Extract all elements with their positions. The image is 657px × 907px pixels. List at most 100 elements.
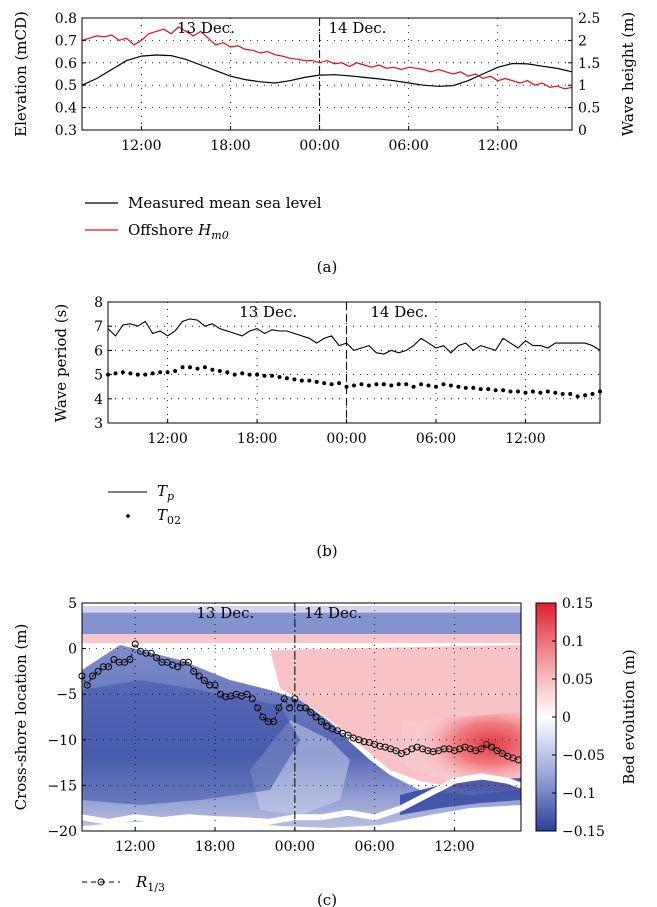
t02-point xyxy=(456,384,461,389)
field-offshore-blue xyxy=(400,778,521,815)
r13-point xyxy=(211,681,219,689)
panel-c-xtick-label: 18:00 xyxy=(195,839,235,855)
r13-point xyxy=(174,663,182,671)
colorbar-label: Bed evolution (m) xyxy=(620,649,638,784)
r13-point xyxy=(110,656,118,663)
panel-c-ytick-label: −15 xyxy=(47,778,77,794)
t02-point xyxy=(493,388,498,393)
r13-point xyxy=(307,708,315,716)
r13-point xyxy=(121,658,129,666)
panel-a-ytick-label: 0.4 xyxy=(55,101,77,117)
t02-point xyxy=(411,384,416,389)
panel-a: 0.8 0.7 0.6 0.5 0.4 0.3 2.5 2 1.5 1 0.5 0 12:00 18:… xyxy=(12,11,637,276)
panel-c-ytick-label: −10 xyxy=(47,733,77,749)
t02-point xyxy=(396,382,401,387)
colorbar-tick-label: −0.1 xyxy=(562,786,596,802)
panel-a-y2tick-label: 2.5 xyxy=(578,11,600,27)
r13-point xyxy=(222,693,230,701)
r13-point xyxy=(163,658,171,666)
r13-point xyxy=(131,640,139,648)
field-upper-erosion-fade xyxy=(82,606,521,613)
t02-point xyxy=(180,365,185,370)
panel-b-caption: (b) xyxy=(316,542,337,560)
panel-a-ylabel: Elevation (mCD) xyxy=(12,11,30,137)
panel-b-series-tp xyxy=(107,318,601,355)
panel-b-xtick-label: 12:00 xyxy=(147,431,187,447)
r13-point xyxy=(360,738,368,746)
panel-c-field xyxy=(82,603,521,831)
panel-a-grid xyxy=(82,18,572,130)
panel-c-series-r13-markers xyxy=(78,640,522,764)
t02-point xyxy=(284,376,289,381)
legend-hm0-label: Offshore Hm0 xyxy=(128,221,229,242)
panel-a-xticks: 12:00 18:00 00:00 06:00 12:00 xyxy=(121,126,518,154)
r13-point xyxy=(344,731,352,739)
panel-c-xtick-label: 06:00 xyxy=(354,839,394,855)
t02-point xyxy=(277,375,282,379)
r13-point xyxy=(333,727,341,735)
t02-point xyxy=(374,382,379,387)
legend-msl-label: Measured mean sea level xyxy=(128,194,322,212)
panel-c-date-annotation: 13 Dec. xyxy=(196,604,254,622)
panel-c-xtick-label: 12:00 xyxy=(434,839,474,855)
panel-c-xtick-label: 00:00 xyxy=(275,839,315,855)
colorbar-tick-label: 0.05 xyxy=(562,672,593,688)
panel-c-grid xyxy=(82,603,521,831)
r13-point xyxy=(477,745,485,753)
t02-point xyxy=(173,369,178,373)
t02-point xyxy=(426,383,431,388)
t02-point xyxy=(120,370,125,375)
t02-point xyxy=(381,382,386,387)
panel-a-date-annotation: 13 Dec. xyxy=(177,19,235,37)
r13-point xyxy=(254,704,262,712)
panel-a-yticks: 0.8 0.7 0.6 0.5 0.4 0.3 xyxy=(55,11,86,139)
t02-point xyxy=(463,385,468,390)
r13-point xyxy=(89,672,97,680)
r13-point xyxy=(429,748,437,756)
t02-point xyxy=(165,370,170,375)
panel-c-annotations: 13 Dec. 14 Dec. xyxy=(196,604,362,622)
r13-point xyxy=(142,649,150,657)
r13-point xyxy=(216,690,224,698)
panel-a-ytick-label: 0.7 xyxy=(55,33,77,49)
panel-a-xtick-label: 12:00 xyxy=(121,138,161,154)
r13-point xyxy=(153,654,160,662)
t02-point xyxy=(553,390,558,395)
t02-point xyxy=(270,373,274,378)
colorbar-tick-label: −0.15 xyxy=(562,824,605,840)
panel-c-ytick-label: 0 xyxy=(68,642,77,658)
r13-point xyxy=(280,695,288,703)
r13-point xyxy=(376,742,384,750)
panel-c-ytick-label: −5 xyxy=(56,687,77,703)
panel-b-ytick-label: 6 xyxy=(94,343,103,359)
t02-point xyxy=(448,383,453,388)
panel-b-xtick-label: 18:00 xyxy=(237,431,277,447)
r13-point xyxy=(190,667,198,675)
t02-point xyxy=(217,369,222,373)
t02-point xyxy=(508,389,513,394)
panel-c-yticks: 5 0 −5 −10 −15 −20 xyxy=(47,596,86,840)
field-offshore-boundary xyxy=(82,773,521,825)
panel-b-xticks: 12:00 18:00 00:00 06:00 12:00 xyxy=(147,419,546,447)
t02-point xyxy=(210,367,215,372)
colorbar-tick-label: −0.05 xyxy=(562,748,605,764)
panel-c-frame xyxy=(81,602,522,832)
panel-a-xtick-label: 18:00 xyxy=(210,138,250,154)
r13-point xyxy=(248,695,256,703)
r13-point xyxy=(264,718,272,726)
panel-b-ytick-label: 3 xyxy=(94,416,103,432)
r13-point xyxy=(440,745,448,753)
r13-point xyxy=(318,718,325,726)
t02-point xyxy=(441,382,446,387)
t02-point xyxy=(590,392,595,396)
colorbar-tick-label: 0 xyxy=(562,710,571,726)
r13-point xyxy=(424,747,432,755)
t02-point xyxy=(471,385,476,390)
r13-point xyxy=(275,704,283,712)
t02-point xyxy=(434,384,438,389)
t02-point xyxy=(486,387,491,392)
legend-r13-marker xyxy=(97,878,105,886)
t02-point xyxy=(299,378,304,383)
t02-point xyxy=(337,381,342,386)
t02-point xyxy=(545,389,550,394)
